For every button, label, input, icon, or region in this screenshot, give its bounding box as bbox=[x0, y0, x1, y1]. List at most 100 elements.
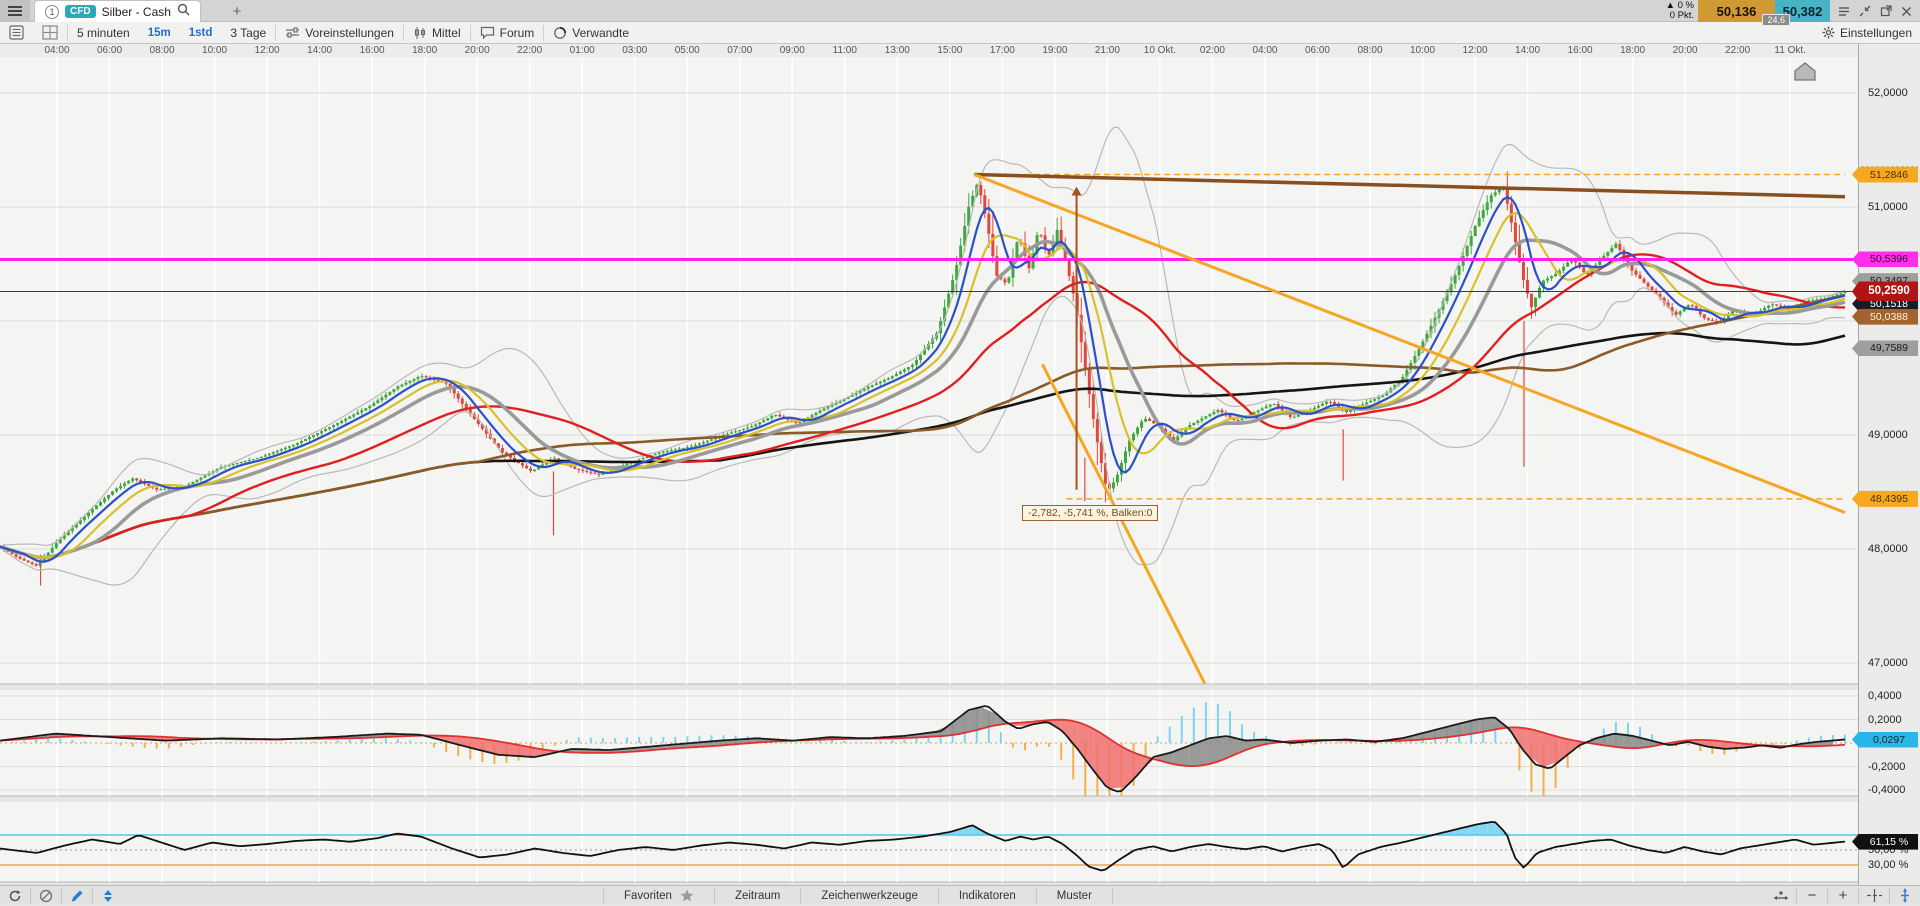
tab-bar: 1 CFD Silber - Cash + ▲ 0 % 0 Pkt. 50,13… bbox=[0, 0, 1920, 22]
time-tick-label: 10:00 bbox=[1410, 45, 1435, 56]
sort-order-button[interactable] bbox=[93, 886, 123, 906]
up-down-triangles-icon bbox=[102, 889, 114, 903]
draw-mode-button[interactable] bbox=[62, 886, 92, 906]
hamburger-icon bbox=[8, 4, 22, 18]
time-tick-label: 09:00 bbox=[780, 45, 805, 56]
price-badge: 50,2590 bbox=[1852, 281, 1918, 301]
presets-button[interactable]: Voreinstellungen bbox=[276, 22, 403, 44]
chart-toolbar: 5 minuten 15m 1std 3 Tage Voreinstellung… bbox=[0, 22, 1920, 44]
timerange-menu[interactable]: Zeitraum bbox=[715, 886, 800, 906]
favorites-label: Favoriten bbox=[624, 890, 672, 902]
related-label: Verwandte bbox=[572, 26, 629, 40]
time-tick-label: 22:00 bbox=[1725, 45, 1750, 56]
widget-menu-icon[interactable] bbox=[1838, 5, 1850, 17]
price-badge: 50,0388 bbox=[1852, 309, 1918, 325]
time-tick-label: 16:00 bbox=[360, 45, 385, 56]
time-tick-label: 08:00 bbox=[150, 45, 175, 56]
range-label: 3 Tage bbox=[230, 26, 266, 40]
measurement-tooltip[interactable]: -2,782, -5,741 %, Balken:0 bbox=[1022, 505, 1158, 521]
time-tick-label: 11 Okt. bbox=[1774, 45, 1806, 56]
no-drawing-icon bbox=[39, 889, 53, 903]
layout-button[interactable] bbox=[33, 22, 67, 44]
time-tick-label: 07:00 bbox=[727, 45, 752, 56]
forum-button[interactable]: Forum bbox=[471, 22, 544, 44]
crosshair-button[interactable] bbox=[1859, 886, 1889, 906]
price-chart[interactable] bbox=[0, 57, 1858, 887]
collapse-window-icon[interactable] bbox=[1859, 5, 1871, 17]
time-tick-label: 14:00 bbox=[307, 45, 332, 56]
price-badge: 61,15 % bbox=[1852, 834, 1918, 850]
fit-width-icon bbox=[1773, 890, 1789, 902]
scroll-to-latest-button[interactable] bbox=[1794, 62, 1816, 86]
time-tick-label: 06:00 bbox=[1305, 45, 1330, 56]
time-tick-label: 05:00 bbox=[675, 45, 700, 56]
patterns-label: Muster bbox=[1057, 890, 1092, 902]
timeframe-15m-button[interactable]: 15m bbox=[139, 22, 180, 44]
close-icon[interactable] bbox=[1901, 6, 1912, 17]
settings-button[interactable]: Einstellungen bbox=[1822, 26, 1920, 40]
indicators-menu[interactable]: Indikatoren bbox=[939, 886, 1036, 906]
time-tick-label: 18:00 bbox=[412, 45, 437, 56]
list-icon bbox=[9, 25, 24, 40]
new-tab-button[interactable]: + bbox=[225, 0, 249, 22]
price-badge: 49,7589 bbox=[1852, 340, 1918, 356]
indicators-label: Indikatoren bbox=[959, 890, 1016, 902]
timeframe-selector[interactable]: 5 minuten bbox=[68, 22, 139, 44]
candlestick-icon bbox=[413, 26, 427, 40]
timeframe-1std-button[interactable]: 1std bbox=[180, 22, 222, 44]
zoom-in-button[interactable]: + bbox=[1828, 886, 1858, 906]
disable-drawing-button[interactable] bbox=[31, 886, 61, 906]
spread-badge: 24,6 bbox=[1762, 14, 1790, 26]
settings-label: Einstellungen bbox=[1840, 26, 1912, 40]
time-tick-label: 20:00 bbox=[1673, 45, 1698, 56]
timerange-label: Zeitraum bbox=[735, 890, 780, 902]
time-tick-label: 02:00 bbox=[1200, 45, 1225, 56]
pencil-icon bbox=[70, 889, 84, 903]
watchlist-button[interactable] bbox=[0, 22, 33, 44]
time-tick-label: 10:00 bbox=[202, 45, 227, 56]
favorites-menu[interactable]: Favoriten bbox=[604, 886, 714, 906]
sliders-icon bbox=[285, 26, 300, 39]
fit-vertical-button[interactable] bbox=[1890, 886, 1920, 906]
time-tick-label: 03:00 bbox=[622, 45, 647, 56]
tab-title: Silber - Cash bbox=[102, 5, 171, 19]
time-tick-label: 14:00 bbox=[1515, 45, 1540, 56]
reload-chart-button[interactable] bbox=[0, 886, 30, 906]
range-selector[interactable]: 3 Tage bbox=[221, 22, 275, 44]
related-button[interactable]: Verwandte bbox=[544, 22, 638, 44]
price-tick-label: 47,0000 bbox=[1868, 657, 1908, 669]
time-tick-label: 22:00 bbox=[517, 45, 542, 56]
time-tick-label: 06:00 bbox=[97, 45, 122, 56]
layout-grid-icon bbox=[42, 25, 58, 40]
star-icon bbox=[680, 889, 694, 902]
fit-height-icon bbox=[1899, 888, 1911, 903]
time-tick-label: 08:00 bbox=[1357, 45, 1382, 56]
related-icon bbox=[553, 26, 567, 40]
time-tick-label: 15:00 bbox=[937, 45, 962, 56]
zoom-out-button[interactable]: − bbox=[1797, 886, 1827, 906]
time-tick-label: 18:00 bbox=[1620, 45, 1645, 56]
price-badge: 51,2846 bbox=[1852, 167, 1918, 183]
price-tick-label: -0,4000 bbox=[1868, 784, 1905, 796]
change-block: ▲ 0 % 0 Pkt. bbox=[1638, 0, 1698, 22]
instrument-type-badge: CFD bbox=[65, 5, 96, 18]
price-tick-label: 0,2000 bbox=[1868, 714, 1902, 726]
forum-label: Forum bbox=[500, 26, 535, 40]
time-tick-label: 13:00 bbox=[885, 45, 910, 56]
time-tick-label: 21:00 bbox=[1095, 45, 1120, 56]
chart-tab[interactable]: 1 CFD Silber - Cash bbox=[34, 0, 201, 22]
reload-icon bbox=[8, 889, 22, 903]
fit-horizontal-button[interactable] bbox=[1766, 886, 1796, 906]
time-tick-label: 10 Okt. bbox=[1144, 45, 1176, 56]
drawing-tools-menu[interactable]: Zeichenwerkzeuge bbox=[801, 886, 938, 906]
popout-window-icon[interactable] bbox=[1880, 5, 1892, 17]
chart-type-button[interactable]: Mittel bbox=[404, 22, 470, 44]
main-menu-button[interactable] bbox=[0, 0, 30, 22]
search-icon[interactable] bbox=[177, 3, 190, 21]
price-tick-label: 30,00 % bbox=[1868, 859, 1908, 871]
time-tick-label: 16:00 bbox=[1568, 45, 1593, 56]
patterns-menu[interactable]: Muster bbox=[1037, 886, 1112, 906]
tab-number-badge: 1 bbox=[45, 5, 59, 19]
